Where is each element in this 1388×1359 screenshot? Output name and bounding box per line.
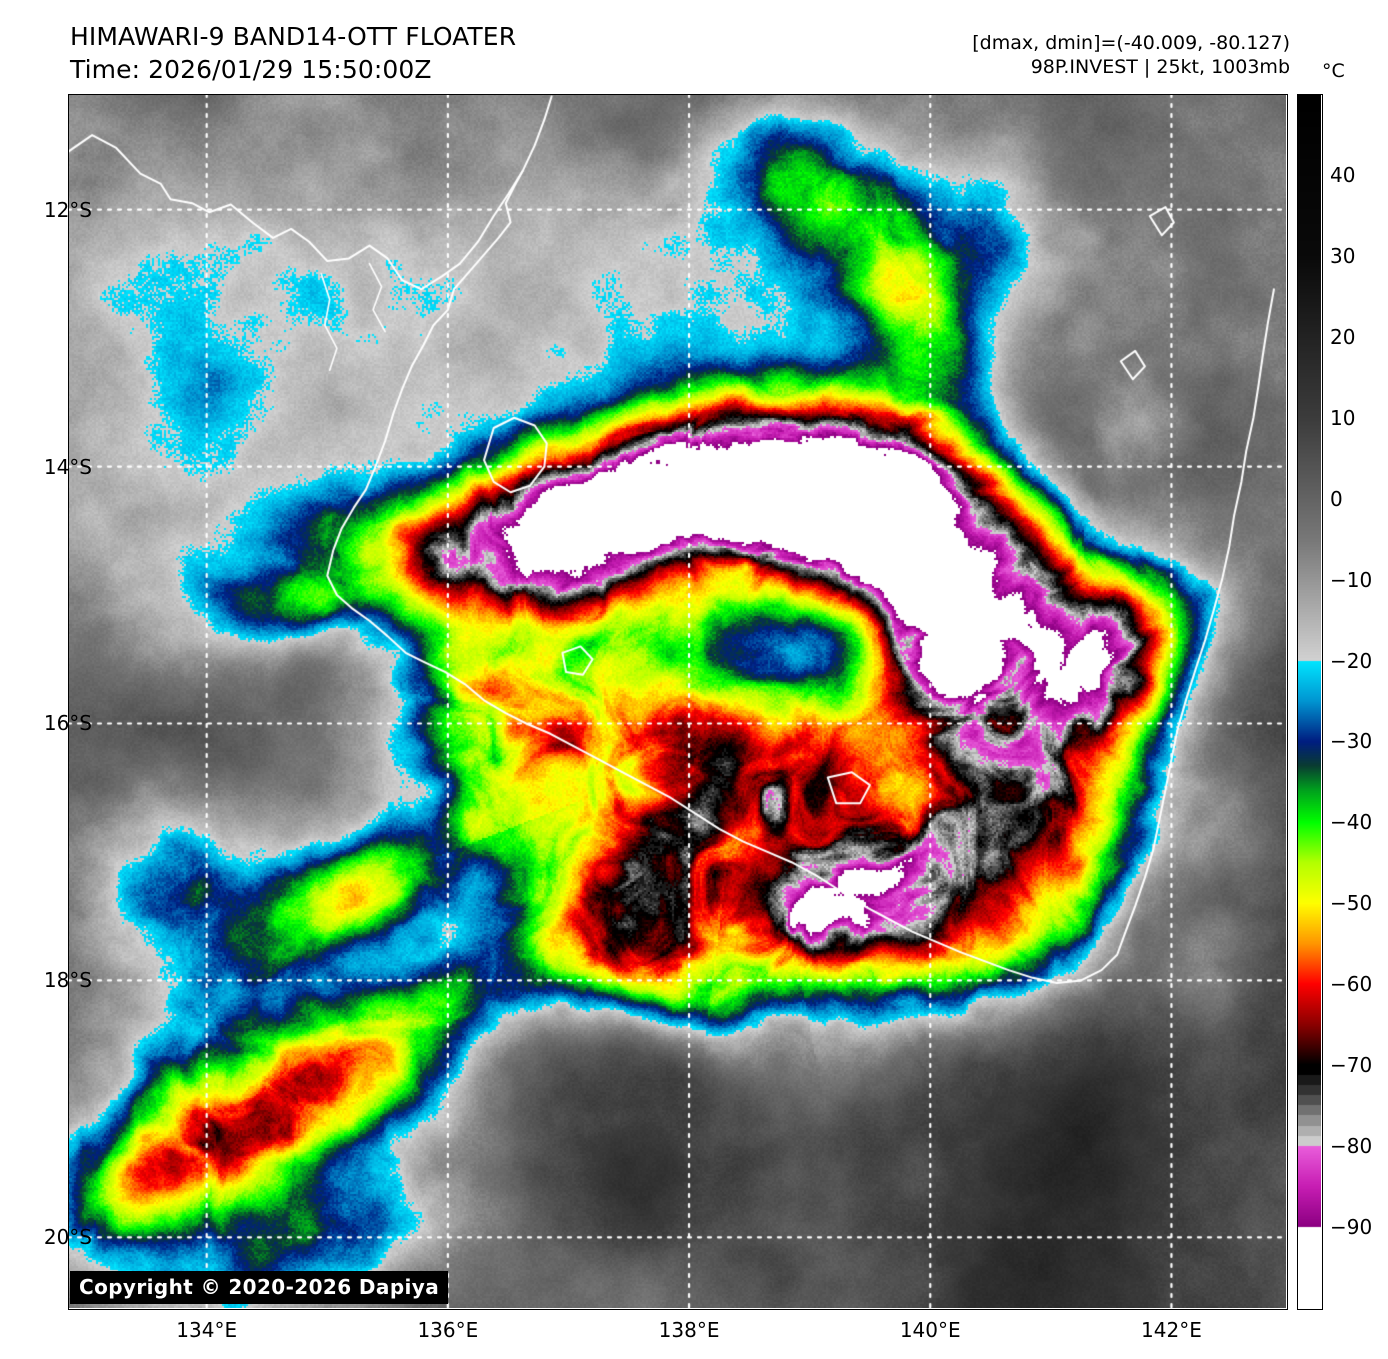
colorbar-gradient [1297,94,1321,1308]
lat-tick-label: 20°S [43,1225,92,1250]
satellite-image-plot[interactable]: Copyright © 2020-2026 Dapiya [68,94,1288,1310]
colorbar-tick-label: 20 [1330,324,1356,349]
colorbar-tick-label: −80 [1330,1134,1373,1159]
colorbar-unit-label: °C [1322,60,1345,82]
colorbar-tick-label: −20 [1330,648,1373,673]
lon-tick-label: 140°E [899,1318,961,1342]
colorbar-tick-label: −70 [1330,1053,1373,1078]
title-block: HIMAWARI-9 BAND14-OTT FLOATER Time: 2026… [70,20,516,86]
lon-tick-label: 134°E [176,1318,238,1342]
temperature-colorbar[interactable] [1297,94,1323,1310]
lon-tick-label: 136°E [417,1318,479,1342]
lat-tick-label: 18°S [43,968,92,993]
lat-tick-label: 12°S [43,197,92,222]
page-title: HIMAWARI-9 BAND14-OTT FLOATER [70,22,517,51]
lat-tick-label: 14°S [43,454,92,479]
colorbar-tick-label: 40 [1330,162,1356,187]
storm-info-label: 98P.INVEST | 25kt, 1003mb [1030,56,1290,79]
colorbar-tick-label: −90 [1330,1215,1373,1240]
satellite-imagery-canvas[interactable] [68,94,1286,1308]
metadata-block: [dmax, dmin]=(-40.009, -80.127) 98P.INVE… [972,31,1290,80]
colorbar-tick-label: −60 [1330,972,1373,997]
copyright-banner: Copyright © 2020-2026 Dapiya [70,1271,449,1304]
colorbar-tick-label: −50 [1330,891,1373,916]
timestamp-label: Time: 2026/01/29 15:50:00Z [70,55,432,84]
colorbar-tick-label: −10 [1330,567,1373,592]
colorbar-tick-label: 30 [1330,243,1356,268]
colorbar-tick-label: −40 [1330,810,1373,835]
dminmax-label: [dmax, dmin]=(-40.009, -80.127) [972,32,1290,54]
colorbar-tick-label: −30 [1330,729,1373,754]
lon-tick-label: 138°E [658,1318,720,1342]
colorbar-tick-label: 10 [1330,405,1356,430]
lon-tick-label: 142°E [1141,1318,1202,1342]
colorbar-tick-label: 0 [1330,486,1343,511]
lat-tick-label: 16°S [43,711,92,736]
